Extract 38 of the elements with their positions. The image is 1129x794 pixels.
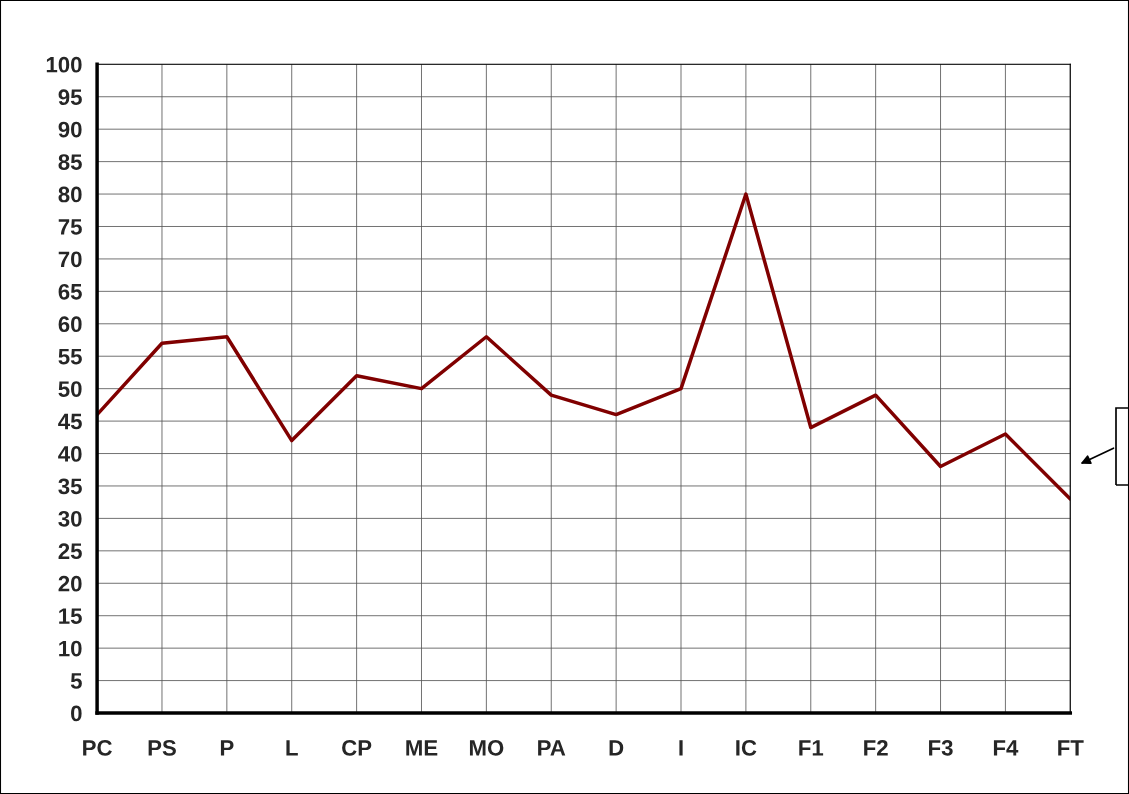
y-tick-label: 65: [58, 283, 82, 300]
y-tick-label: 10: [59, 640, 82, 657]
x-tick-label: IC: [736, 739, 757, 756]
y-tick-label: 85: [58, 154, 82, 170]
y-tick-label: 45: [58, 413, 82, 430]
x-tick-label: I: [679, 740, 683, 756]
y-tick-label: 90: [58, 121, 82, 138]
x-tick-label: D: [609, 740, 624, 756]
x-tick-label: L: [286, 740, 298, 756]
y-tick-label: 80: [58, 186, 82, 203]
y-tick-label: 60: [58, 316, 82, 333]
y-tick-label: 40: [58, 446, 82, 462]
y-tick-label: 100: [46, 56, 82, 73]
x-tick-label: F4: [993, 740, 1019, 756]
x-tick-label: F2: [864, 739, 888, 756]
x-tick-label: F1: [799, 740, 824, 756]
x-tick-label: PS: [148, 739, 176, 756]
y-tick-label: 50: [58, 381, 82, 397]
y-tick-label: 35: [58, 478, 82, 495]
x-tick-label: PA: [538, 740, 566, 756]
x-tick-label: ME: [406, 740, 438, 756]
y-tick-label: 70: [58, 251, 82, 268]
y-tick-label: 15: [59, 608, 82, 624]
x-tick-label: P: [220, 740, 234, 756]
x-tick-label: MO: [469, 739, 504, 756]
y-tick-label: 30: [58, 510, 82, 527]
y-tick-label: 75: [58, 219, 82, 235]
x-tick-label: CP: [342, 739, 372, 756]
y-tick-label: 0: [71, 705, 82, 722]
y-tick-label: 55: [58, 348, 82, 365]
x-tick-label: FT: [1058, 740, 1084, 756]
y-tick-label: 5: [70, 673, 82, 689]
y-tick-label: 25: [58, 543, 82, 560]
line-series: [97, 192, 1071, 501]
x-tick-label: F3: [929, 739, 953, 756]
y-tick-label: 95: [58, 89, 82, 106]
x-tick-label: PC: [83, 739, 112, 756]
y-tick-label: 20: [58, 575, 82, 592]
